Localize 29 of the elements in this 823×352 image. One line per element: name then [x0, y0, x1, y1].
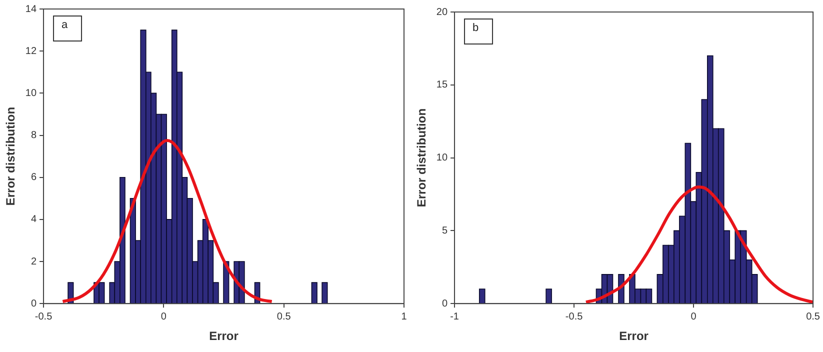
y-tick-label: 8 — [30, 130, 37, 142]
x-tick-label: 0 — [690, 311, 697, 322]
line-series — [584, 185, 814, 304]
x-tick-label: 0.5 — [276, 311, 292, 322]
y-axis-title: Error distribution — [414, 108, 429, 208]
y-tick-label: 20 — [436, 6, 448, 18]
y-tick-label: 2 — [30, 256, 37, 268]
x-axis-title: Error — [619, 329, 649, 344]
y-tick-label: 6 — [30, 172, 37, 184]
y-tick-label: 10 — [25, 88, 37, 99]
y-tick-label: 12 — [25, 46, 37, 57]
x-axis-title: Error — [209, 329, 239, 344]
x-tick-label: 1 — [401, 311, 408, 322]
y-tick-label: 14 — [25, 4, 37, 15]
y-axis-title: Error distribution — [4, 106, 18, 206]
x-tick-label: -0.5 — [34, 311, 53, 322]
y-tick-label: 0 — [30, 298, 37, 310]
annotation: a — [62, 19, 69, 32]
y-tick-label: 15 — [436, 80, 448, 91]
x-tick-label: -1 — [450, 311, 460, 322]
x-tick-label: 0 — [160, 311, 167, 322]
line-series — [61, 139, 274, 303]
y-tick-label: 4 — [30, 214, 37, 226]
y-tick-label: 5 — [442, 225, 448, 236]
y-tick-label: 10 — [436, 152, 448, 164]
annotation: b — [472, 22, 479, 34]
x-tick-label: 0.5 — [806, 311, 820, 322]
x-tick-label: -0.5 — [565, 311, 584, 322]
y-tick-label: 0 — [442, 298, 448, 310]
